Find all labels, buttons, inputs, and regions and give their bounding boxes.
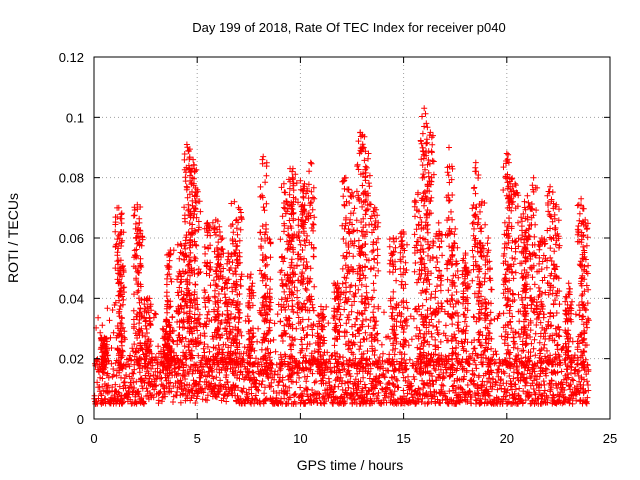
data-points <box>91 105 592 407</box>
x-tick-label: 15 <box>396 431 410 446</box>
y-tick-label: 0.08 <box>59 171 84 186</box>
y-tick-label: 0.1 <box>66 110 84 125</box>
x-tick-label: 20 <box>500 431 514 446</box>
axis-ticks <box>93 56 611 420</box>
chart-title: Day 199 of 2018, Rate Of TEC Index for r… <box>192 20 505 35</box>
y-axis-label: ROTI / TECUs <box>5 193 21 283</box>
x-tick-label: 10 <box>293 431 307 446</box>
y-tick-labels: 0 0.02 0.04 0.06 0.08 0.1 0.12 <box>59 50 84 427</box>
y-tick-label: 0.06 <box>59 231 84 246</box>
x-tick-labels: 0 5 10 15 20 25 <box>90 431 617 446</box>
x-tick-label: 25 <box>603 431 617 446</box>
y-tick-label: 0 <box>77 412 84 427</box>
x-tick-label: 0 <box>90 431 97 446</box>
y-tick-label: 0.04 <box>59 291 84 306</box>
y-tick-label: 0.02 <box>59 352 84 367</box>
x-axis-label: GPS time / hours <box>297 457 404 473</box>
roti-points <box>91 105 592 407</box>
x-tick-label: 5 <box>194 431 201 446</box>
y-tick-label: 0.12 <box>59 50 84 65</box>
